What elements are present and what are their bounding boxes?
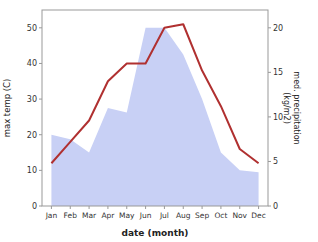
x-tick-label: Jul bbox=[159, 211, 169, 220]
x-tick-label: Sep bbox=[195, 211, 209, 220]
x-tick bbox=[239, 206, 240, 209]
plot-frame bbox=[42, 10, 268, 206]
x-tick bbox=[70, 206, 71, 209]
y-axis-label: max temp (C) bbox=[2, 79, 12, 138]
x-tick-label: Aug bbox=[176, 211, 191, 220]
x-tick-label: Jan bbox=[45, 211, 58, 220]
x-tick bbox=[51, 206, 52, 209]
x-tick bbox=[258, 206, 259, 209]
x-tick-label: Apr bbox=[101, 211, 115, 220]
y2-axis-label-line: med. precipitation bbox=[292, 71, 301, 144]
y2-tick bbox=[268, 206, 271, 207]
y2-tick bbox=[268, 161, 271, 162]
y2-tick-label: 15 bbox=[273, 68, 283, 77]
y2-axis-label-line: (kg/m2) bbox=[282, 92, 291, 124]
x-tick-label: May bbox=[119, 211, 135, 220]
y-tick-label: 0 bbox=[32, 202, 37, 211]
x-tick-label: Jun bbox=[139, 211, 152, 220]
y-tick-label: 40 bbox=[27, 59, 37, 68]
y-tick-label: 20 bbox=[27, 131, 37, 140]
x-tick-label: Mar bbox=[82, 211, 97, 220]
x-tick-label: Dec bbox=[251, 211, 266, 220]
x-tick bbox=[220, 206, 221, 209]
y-tick bbox=[39, 63, 42, 64]
x-tick bbox=[126, 206, 127, 209]
y-tick bbox=[39, 170, 42, 171]
x-tick-label: Oct bbox=[214, 211, 227, 220]
y2-tick bbox=[268, 72, 271, 73]
x-tick bbox=[107, 206, 108, 209]
y2-axis-label: med. precipitation(kg/m2) bbox=[282, 71, 301, 144]
y2-tick-label: 20 bbox=[273, 24, 283, 33]
x-tick bbox=[202, 206, 203, 209]
y2-tick-label: 10 bbox=[273, 113, 283, 122]
x-axis-label: date (month) bbox=[122, 228, 189, 238]
x-tick bbox=[89, 206, 90, 209]
line bbox=[51, 24, 258, 163]
x-tick-label: Nov bbox=[232, 211, 247, 220]
chart: 0 10 20 30 40 50 0 5 10 15 20 Jan Feb Mar Apr May Jun Jul… bbox=[0, 0, 318, 242]
plot-area bbox=[51, 24, 258, 206]
x-tick bbox=[145, 206, 146, 209]
x-tick bbox=[183, 206, 184, 209]
area bbox=[51, 28, 258, 206]
y-tick-label: 50 bbox=[27, 24, 37, 33]
y2-tick-label: 0 bbox=[273, 202, 278, 211]
y-tick-label: 10 bbox=[27, 166, 37, 175]
x-tick bbox=[164, 206, 165, 209]
x-tick-label: Feb bbox=[64, 211, 78, 220]
y2-tick bbox=[268, 27, 271, 28]
y-tick bbox=[39, 27, 42, 28]
y2-tick-label: 5 bbox=[273, 157, 278, 166]
y2-tick bbox=[268, 116, 271, 117]
y-tick-label: 30 bbox=[27, 95, 37, 104]
y-tick bbox=[39, 206, 42, 207]
y-tick bbox=[39, 134, 42, 135]
y-tick bbox=[39, 99, 42, 100]
